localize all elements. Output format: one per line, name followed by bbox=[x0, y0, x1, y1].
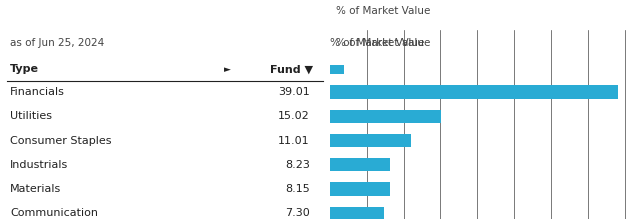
Text: 39.01: 39.01 bbox=[278, 87, 310, 97]
Bar bbox=[330, 207, 383, 219]
Text: % of Market Value: % of Market Value bbox=[336, 6, 430, 16]
Text: Industrials: Industrials bbox=[10, 160, 68, 170]
Bar bbox=[330, 134, 411, 147]
Text: 8.15: 8.15 bbox=[285, 184, 310, 194]
Text: % of Market Value: % of Market Value bbox=[336, 38, 430, 48]
Text: 7.30: 7.30 bbox=[285, 208, 310, 218]
Text: Financials: Financials bbox=[10, 87, 65, 97]
Text: Sector: Sector bbox=[10, 8, 53, 21]
Text: Materials: Materials bbox=[10, 184, 61, 194]
Text: as of Jun 25, 2024: as of Jun 25, 2024 bbox=[10, 38, 104, 48]
Text: 15.02: 15.02 bbox=[278, 111, 310, 121]
Text: % of Market Value: % of Market Value bbox=[330, 38, 424, 48]
Text: Consumer Staples: Consumer Staples bbox=[10, 136, 111, 146]
Bar bbox=[330, 65, 344, 74]
Text: Fund ▼: Fund ▼ bbox=[270, 64, 313, 74]
Bar bbox=[330, 158, 390, 171]
Bar bbox=[330, 110, 440, 123]
Text: Utilities: Utilities bbox=[10, 111, 52, 121]
Bar bbox=[330, 85, 618, 99]
Text: 11.01: 11.01 bbox=[278, 136, 310, 146]
Text: ►: ► bbox=[224, 65, 231, 74]
Bar bbox=[330, 182, 390, 196]
Text: 8.23: 8.23 bbox=[285, 160, 310, 170]
Text: Communication: Communication bbox=[10, 208, 98, 218]
Text: Type: Type bbox=[10, 64, 39, 74]
